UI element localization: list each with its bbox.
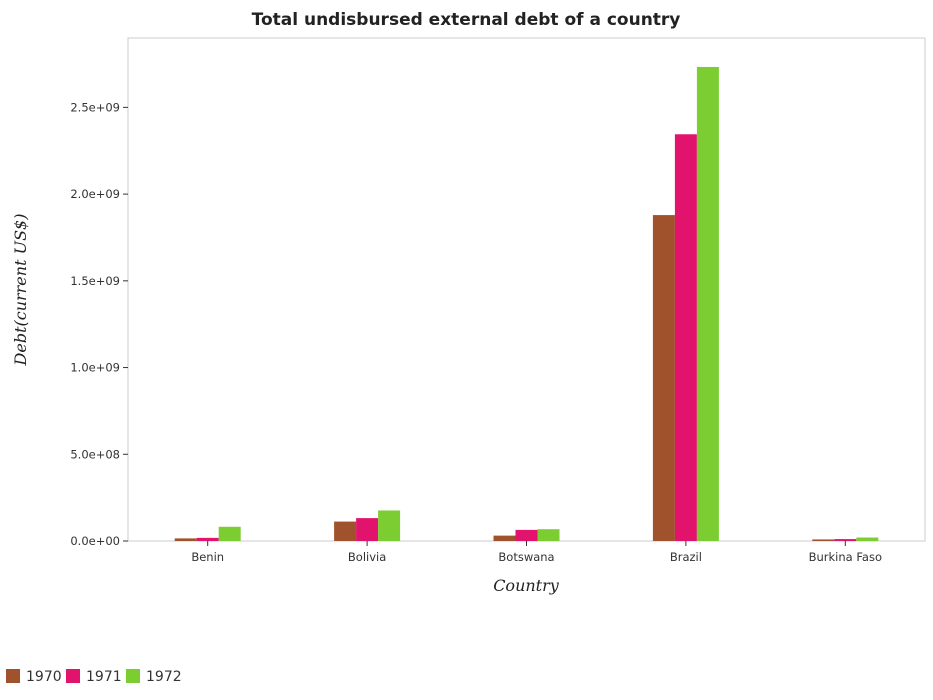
- legend: 1970 1971 1972: [6, 669, 182, 685]
- y-axis-ticks: 0.0e+00 5.0e+08 1.0e+09 1.5e+09 2.0e+09 2.5e+…: [70, 100, 128, 548]
- bar-1972-benin: [218, 526, 241, 541]
- bar-series: [174, 66, 879, 542]
- bar-1972-botswana: [537, 529, 560, 541]
- y-tick-label: 5.0e+08: [70, 447, 120, 461]
- x-axis-label: Country: [493, 576, 560, 595]
- chart-title: Total undisbursed external debt of a cou…: [252, 10, 681, 30]
- x-tick-label: Botswana: [498, 550, 554, 564]
- x-tick-label: Benin: [191, 550, 224, 564]
- bar-1972-bolivia: [378, 510, 401, 541]
- x-axis-ticks: Benin Bolivia Botswana Brazil Burkina Faso: [191, 541, 882, 564]
- bar-1970-benin: [174, 538, 197, 541]
- legend-swatch-1972: [126, 669, 140, 683]
- bar-1970-burkina-faso: [812, 539, 835, 541]
- bar-1970-botswana: [493, 535, 516, 541]
- y-tick-label: 1.0e+09: [70, 361, 120, 375]
- y-axis-label: Debt(current US$): [11, 214, 30, 367]
- legend-swatch-1971: [66, 669, 80, 683]
- plot-area: [127, 37, 926, 542]
- y-tick-label: 2.5e+09: [70, 100, 120, 114]
- bar-1972-burkina-faso: [856, 537, 879, 541]
- x-tick-label: Burkina Faso: [809, 550, 882, 564]
- bar-1971-brazil: [674, 134, 697, 541]
- legend-swatch-1970: [6, 669, 20, 683]
- bar-1971-benin: [196, 537, 219, 541]
- bar-1971-bolivia: [356, 518, 379, 541]
- bar-1972-brazil: [696, 66, 719, 542]
- bar-1970-bolivia: [334, 521, 357, 541]
- bar-1970-brazil: [652, 215, 675, 541]
- x-tick-label: Brazil: [670, 550, 702, 564]
- legend-label-1970: 1970: [26, 669, 62, 685]
- bar-1971-burkina-faso: [834, 539, 857, 541]
- y-tick-label: 2.0e+09: [70, 187, 120, 201]
- legend-label-1972: 1972: [146, 669, 182, 685]
- bar-1971-botswana: [515, 529, 538, 541]
- legend-label-1971: 1971: [86, 669, 122, 685]
- x-tick-label: Bolivia: [348, 550, 386, 564]
- y-tick-label: 1.5e+09: [70, 274, 120, 288]
- y-tick-label: 0.0e+00: [70, 534, 120, 548]
